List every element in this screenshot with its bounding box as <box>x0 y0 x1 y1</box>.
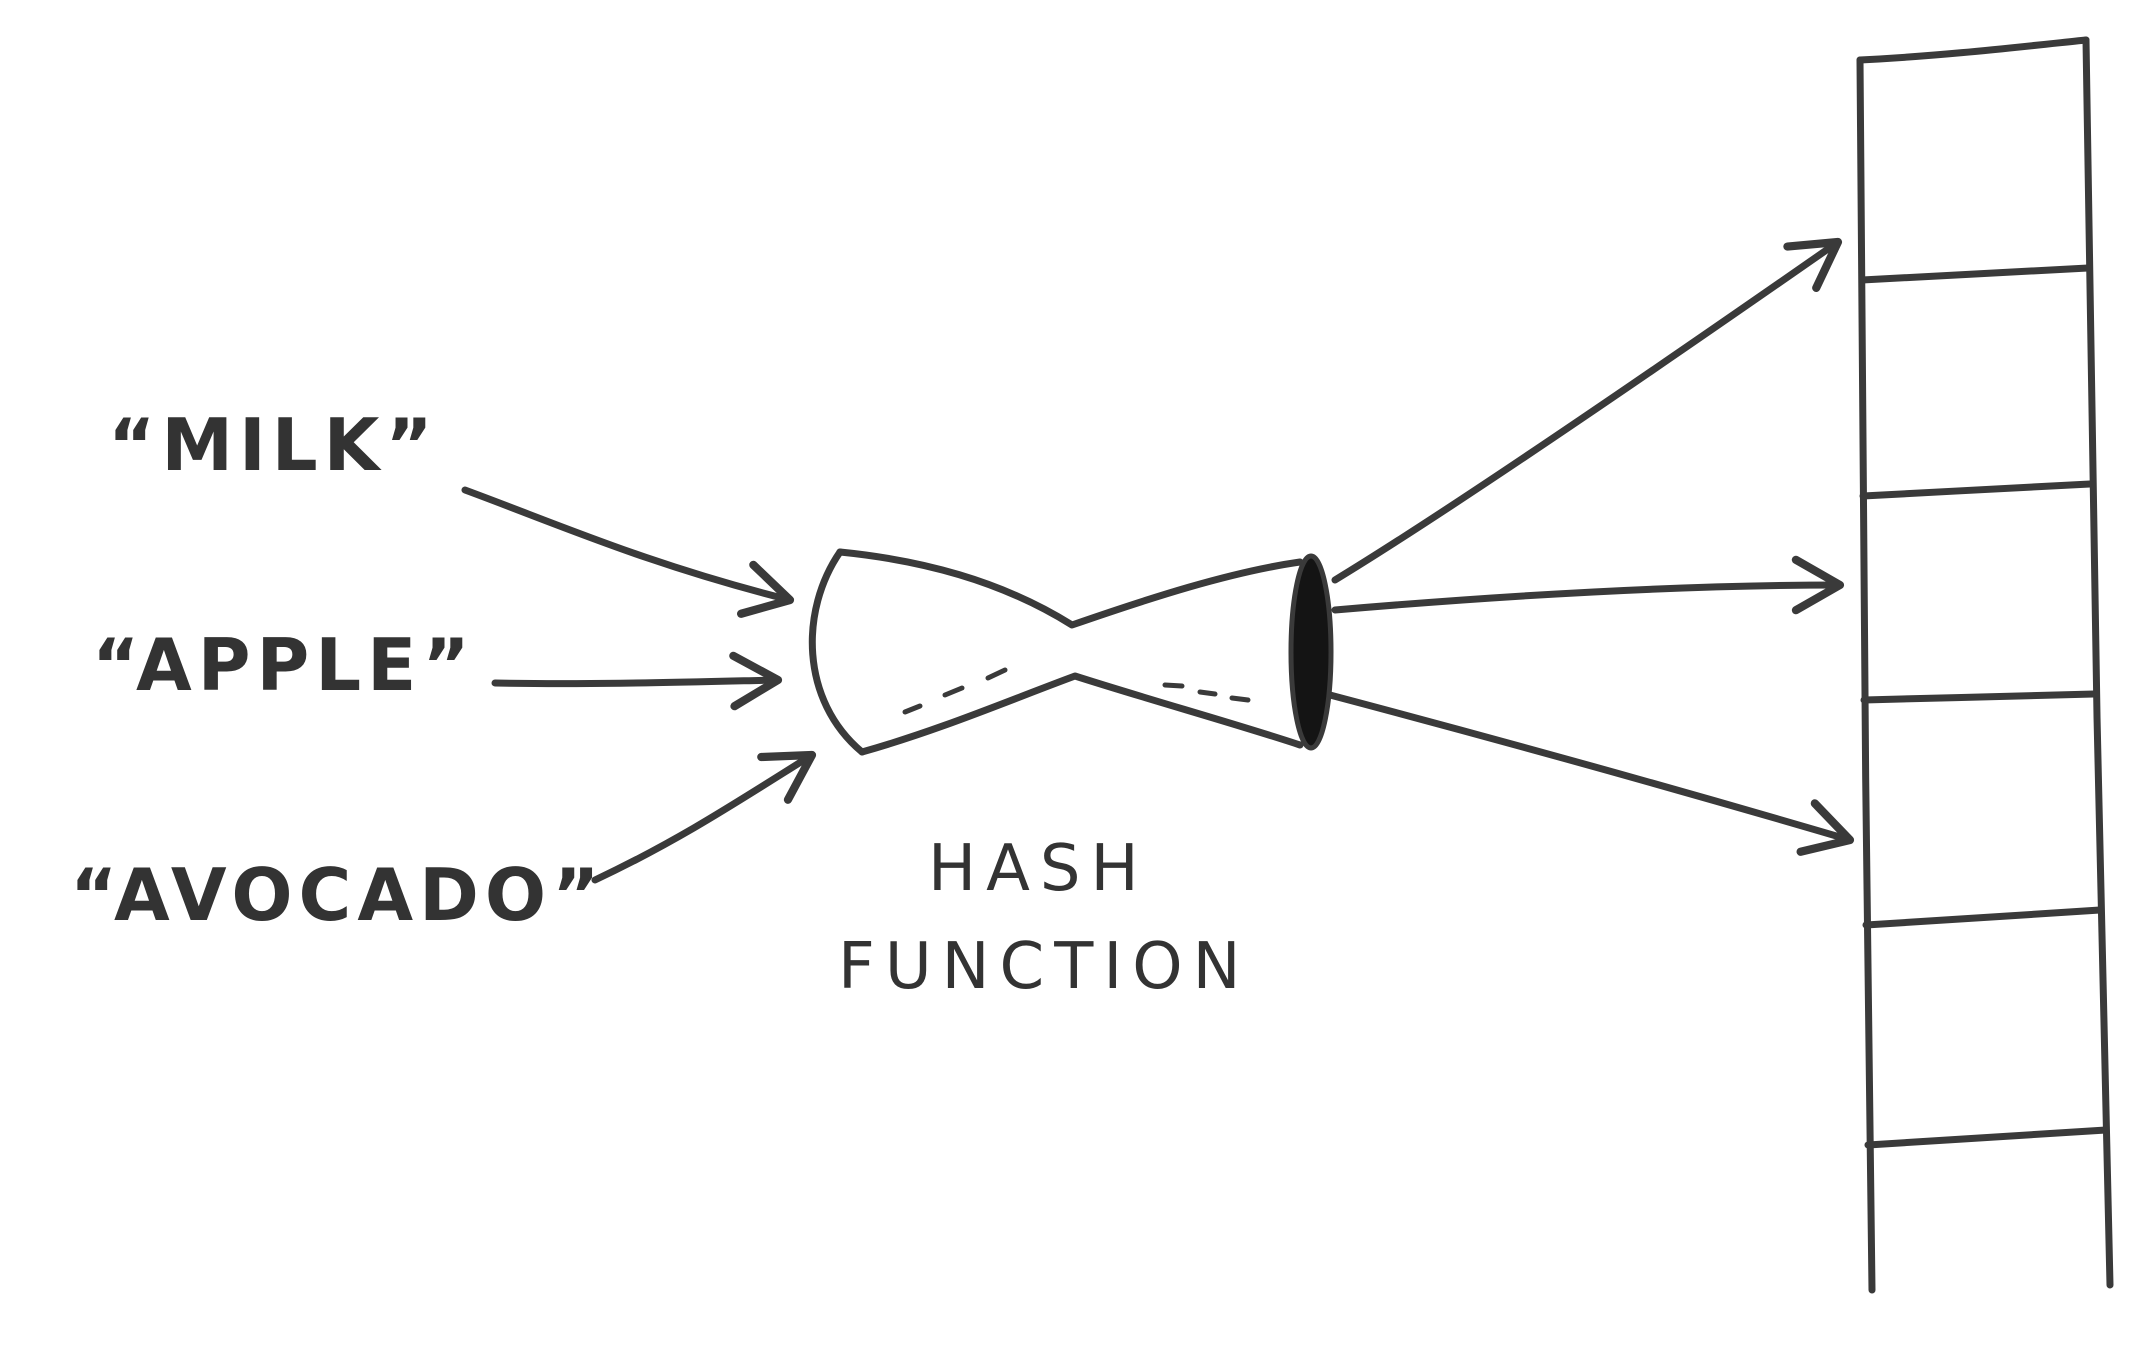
arrow-apple-to-hash <box>491 651 783 711</box>
arrow-hash-to-slot-3 <box>1326 691 1855 856</box>
array-divider-1 <box>1858 264 2092 284</box>
array-left-wall <box>1856 56 1876 1294</box>
arrow-milk-to-hash <box>461 486 795 618</box>
funnel-shading-right <box>1162 682 1251 703</box>
arrow-hash-to-slot-1 <box>1331 237 1843 584</box>
array <box>1856 36 2114 1294</box>
arrow-avocado-to-hash <box>591 750 817 884</box>
array-divider-2 <box>1859 480 2094 500</box>
input-label-avocado: “AVOCADO” <box>70 853 605 937</box>
funnel-bottom-edge <box>858 672 1304 756</box>
array-divider-3 <box>1860 690 2098 704</box>
funnel-top-edge <box>836 548 1304 629</box>
hash-funnel <box>808 548 1334 756</box>
funnel-left-rim <box>808 548 866 756</box>
input-label-milk: “MILK” <box>108 403 439 487</box>
input-label-apple: “APPLE” <box>92 623 476 707</box>
arrow-hash-to-slot-2 <box>1331 555 1845 615</box>
array-top-edge <box>1856 36 2090 64</box>
funnel-shading-left <box>902 667 1008 715</box>
array-divider-5 <box>1864 1126 2110 1149</box>
array-divider-4 <box>1862 906 2104 929</box>
hash-function-label-line2: FUNCTION <box>838 930 1250 1004</box>
hash-function-label-line1: HASH <box>928 832 1149 906</box>
funnel-output-opening <box>1288 553 1334 751</box>
array-right-wall <box>2082 36 2114 1289</box>
